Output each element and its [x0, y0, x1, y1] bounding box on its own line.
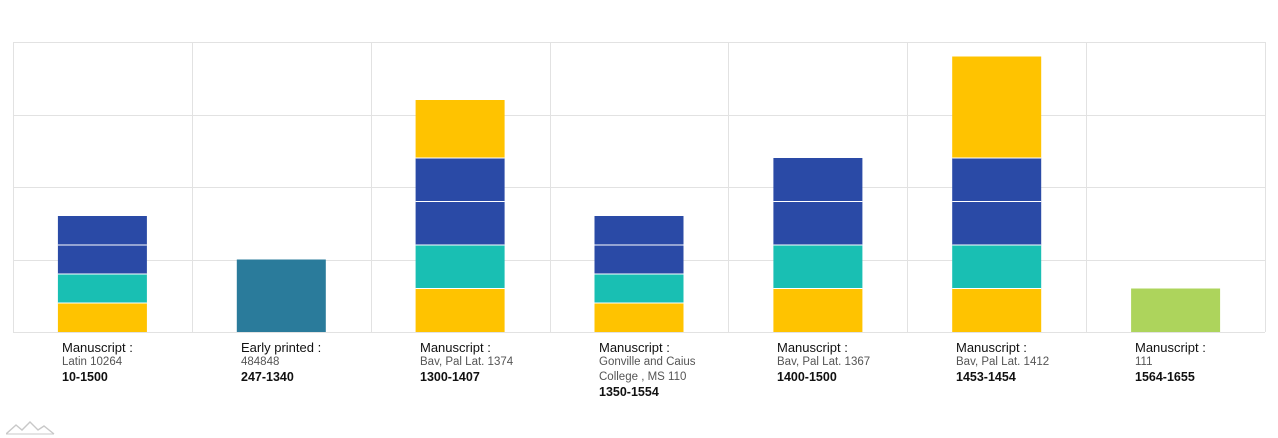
category-label: Early printed :484848 247-1340	[241, 340, 351, 385]
category-source: 111	[1135, 356, 1153, 368]
category-dates: 1453-1454	[956, 370, 1016, 384]
category-kind: Manuscript :	[599, 340, 670, 355]
bar-segment	[57, 274, 147, 303]
category-source: Bav, Pal Lat. 1412	[956, 356, 1050, 368]
category-kind: Manuscript :	[1135, 340, 1206, 355]
bar-segment	[594, 274, 684, 303]
bar-segment	[952, 201, 1042, 245]
bar-segment	[1131, 288, 1221, 332]
category-dates: 247-1340	[241, 370, 294, 384]
category-dates: 1350-1554	[599, 385, 659, 399]
bar-segment	[57, 303, 147, 332]
bar-segment	[594, 303, 684, 332]
bar-segment	[415, 288, 505, 332]
category-dates: 1564-1655	[1135, 370, 1195, 384]
bar-segment	[415, 158, 505, 202]
category-label: Manuscript : Bav, Pal Lat. 1374 1300-1407	[420, 340, 530, 385]
bar-segment	[57, 245, 147, 274]
bar-segment	[415, 201, 505, 245]
chart-grid	[13, 42, 1266, 333]
bar-segment	[773, 245, 863, 289]
category-label: Manuscript : Bav, Pal Lat. 1412 1453-1454	[956, 340, 1066, 385]
bar-segment	[594, 216, 684, 245]
bar-segment	[952, 56, 1042, 158]
mountain-logo-icon	[6, 421, 55, 435]
bar-segment	[773, 201, 863, 245]
bar-segment	[594, 245, 684, 274]
category-label: Manuscript : Bav, Pal Lat. 1367 1400-1500	[777, 340, 887, 385]
bar-segment	[236, 259, 326, 332]
category-source: Latin 10264	[62, 356, 123, 368]
bar-segment	[952, 158, 1042, 202]
category-kind: Manuscript :	[956, 340, 1027, 355]
category-source: 484848	[241, 356, 280, 368]
category-dates: 1300-1407	[420, 370, 480, 384]
bar-segment	[773, 158, 863, 202]
category-kind: Manuscript :	[420, 340, 491, 355]
bar-segment	[57, 216, 147, 245]
category-source: Bav, Pal Lat. 1367	[777, 356, 871, 368]
category-kind: Manuscript :	[777, 340, 848, 355]
bar-segment	[952, 288, 1042, 332]
bar-segment	[952, 245, 1042, 289]
category-dates: 1400-1500	[777, 370, 837, 384]
category-kind: Manuscript :	[62, 340, 133, 355]
bar-segment	[415, 100, 505, 158]
category-label: Manuscript :111 1564-1655	[1135, 340, 1245, 385]
category-label: Manuscript : Gonville and Caius College ,…	[599, 340, 709, 400]
category-dates: 10-1500	[62, 370, 108, 384]
bar-segment	[415, 245, 505, 289]
category-label: Manuscript : Latin 10264 10-1500	[62, 340, 172, 385]
chart-bars	[57, 56, 1221, 332]
bar-segment	[773, 288, 863, 332]
category-source: Gonville and Caius College , MS 110	[599, 356, 696, 383]
category-source: Bav, Pal Lat. 1374	[420, 356, 514, 368]
category-kind: Early printed :	[241, 340, 322, 355]
